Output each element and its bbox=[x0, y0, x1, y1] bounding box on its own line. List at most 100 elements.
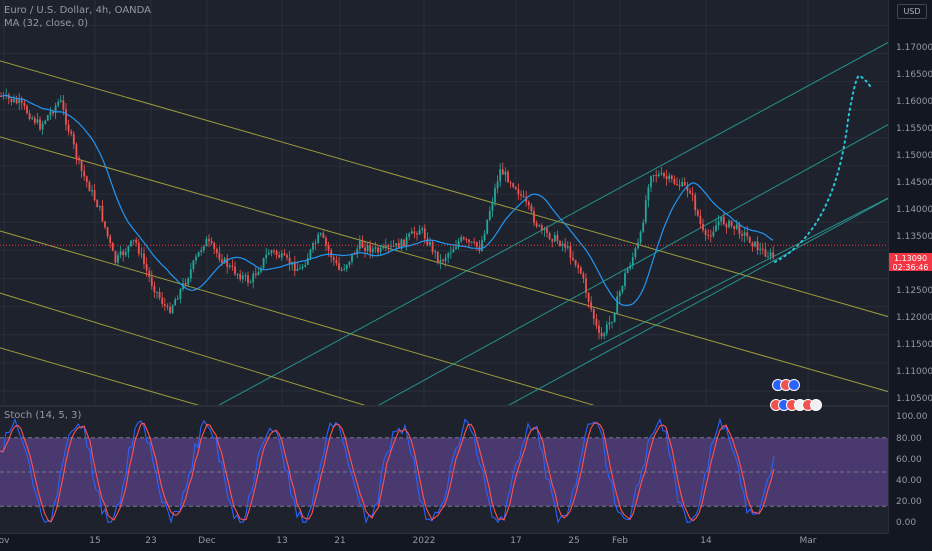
stoch-d-line[interactable] bbox=[0, 422, 775, 523]
event-flag-icon[interactable] bbox=[810, 399, 822, 411]
candle bbox=[522, 195, 525, 197]
economic-events[interactable] bbox=[770, 376, 822, 415]
candle bbox=[72, 133, 75, 145]
candle bbox=[278, 255, 281, 258]
candle bbox=[676, 183, 678, 186]
candle bbox=[405, 236, 408, 247]
candle bbox=[161, 297, 164, 304]
candle bbox=[265, 254, 268, 258]
candle bbox=[470, 241, 473, 243]
candle bbox=[449, 252, 452, 254]
candle bbox=[356, 248, 359, 255]
candle bbox=[663, 172, 665, 177]
candle bbox=[176, 298, 179, 300]
candle bbox=[452, 248, 455, 253]
candle bbox=[574, 259, 577, 265]
symbol-title[interactable]: Euro / U.S. Dollar, 4h, OANDA bbox=[4, 5, 152, 16]
candle bbox=[455, 246, 457, 249]
candle bbox=[621, 285, 624, 292]
candle bbox=[468, 239, 470, 243]
current-price-tag[interactable]: 1.13090 02:36:46 bbox=[889, 253, 932, 272]
candle bbox=[286, 255, 288, 258]
candle bbox=[52, 111, 54, 114]
candle bbox=[418, 229, 421, 235]
candle bbox=[304, 264, 307, 267]
candle bbox=[371, 248, 374, 253]
pitchfork-line[interactable] bbox=[0, 134, 888, 395]
candle bbox=[722, 216, 725, 225]
candle bbox=[650, 176, 652, 188]
candle bbox=[236, 274, 239, 276]
candle bbox=[652, 175, 655, 177]
time-label: Dec bbox=[198, 536, 216, 546]
candle bbox=[319, 233, 322, 235]
pitchfork-line[interactable] bbox=[0, 58, 888, 320]
candle bbox=[540, 225, 543, 231]
candle bbox=[395, 243, 398, 247]
candle bbox=[158, 291, 161, 298]
candle bbox=[358, 240, 361, 249]
candle bbox=[267, 252, 270, 255]
stoch-axis-label: 20.00 bbox=[896, 497, 922, 507]
candle bbox=[735, 224, 738, 229]
candle bbox=[439, 259, 442, 263]
candle bbox=[696, 210, 699, 216]
candle bbox=[486, 219, 489, 234]
candle bbox=[57, 101, 60, 106]
channel-line[interactable] bbox=[589, 192, 888, 351]
candle bbox=[426, 238, 429, 245]
price-label: 1.10500 bbox=[896, 394, 932, 404]
axis-corner[interactable] bbox=[888, 533, 932, 550]
stochastic-pane[interactable] bbox=[0, 407, 888, 533]
stochastic-canvas[interactable] bbox=[0, 407, 888, 533]
candle bbox=[533, 211, 535, 223]
pitchfork-line[interactable] bbox=[0, 290, 380, 405]
candle bbox=[608, 322, 611, 325]
candle bbox=[88, 182, 91, 192]
candle bbox=[41, 123, 44, 130]
candle bbox=[488, 211, 491, 220]
candle bbox=[579, 267, 582, 274]
event-flag-icon[interactable] bbox=[788, 379, 800, 391]
stoch-indicator-legend[interactable]: Stoch (14, 5, 3) bbox=[4, 410, 82, 421]
candle bbox=[208, 239, 210, 242]
stoch-k-line[interactable] bbox=[0, 417, 775, 525]
candle bbox=[374, 247, 377, 249]
price-chart-canvas[interactable] bbox=[0, 0, 888, 405]
price-label: 1.12000 bbox=[896, 313, 932, 323]
candle bbox=[712, 231, 715, 237]
candle bbox=[119, 251, 122, 256]
candle bbox=[28, 113, 31, 119]
candle bbox=[520, 194, 522, 196]
candle bbox=[759, 248, 762, 251]
candle bbox=[156, 291, 158, 293]
channel-line[interactable] bbox=[370, 118, 888, 405]
candle bbox=[754, 241, 756, 247]
candle bbox=[598, 325, 600, 333]
candle bbox=[62, 100, 65, 110]
candle bbox=[234, 266, 236, 275]
price-label: 1.15000 bbox=[896, 151, 932, 161]
projection-path[interactable] bbox=[774, 74, 871, 263]
ma-indicator-legend[interactable]: MA (32, close, 0) bbox=[4, 18, 89, 29]
channel-line[interactable] bbox=[210, 36, 888, 405]
pane-separator[interactable] bbox=[0, 405, 932, 407]
candle bbox=[338, 263, 340, 270]
candle bbox=[704, 230, 707, 235]
candle bbox=[301, 266, 304, 269]
candle bbox=[668, 175, 671, 179]
price-chart-pane[interactable] bbox=[0, 0, 888, 405]
candle bbox=[163, 303, 166, 306]
pitchfork-line[interactable] bbox=[0, 345, 215, 405]
candle bbox=[169, 306, 171, 313]
candle bbox=[26, 106, 28, 114]
channel-line[interactable] bbox=[500, 192, 888, 405]
candle bbox=[605, 324, 608, 334]
pitchfork-line[interactable] bbox=[0, 228, 610, 405]
candle bbox=[400, 239, 403, 249]
currency-label[interactable]: USD bbox=[897, 4, 927, 19]
candle bbox=[85, 176, 88, 183]
candle bbox=[78, 157, 80, 161]
moving-average-line[interactable] bbox=[0, 94, 774, 307]
time-axis[interactable] bbox=[0, 533, 888, 551]
